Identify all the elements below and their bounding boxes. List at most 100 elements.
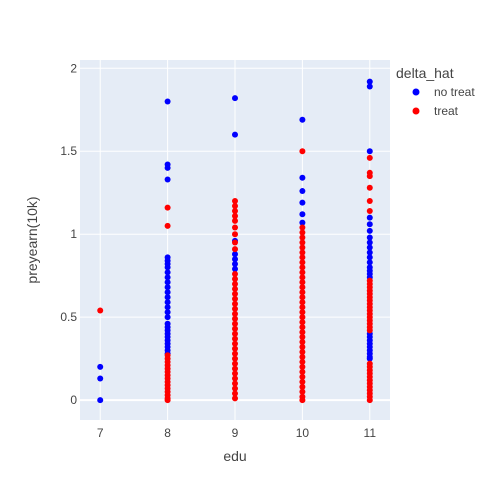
data-point [366,397,373,404]
data-point [97,307,104,314]
data-point [299,234,306,241]
data-point [97,363,104,370]
data-point [232,266,238,273]
data-point [164,274,171,281]
data-point [299,279,306,286]
data-point [366,355,373,362]
data-point [232,295,238,302]
data-point [299,211,306,218]
data-point [232,345,238,352]
data-point [299,339,306,346]
data-point [232,207,238,214]
data-point [299,368,306,375]
data-point [366,244,373,251]
data-point [366,254,373,261]
data-point [299,334,306,341]
data-point [164,304,171,311]
y-tick-label: 1.5 [60,144,77,158]
x-axis-ticks: 7 8 9 10 11 [97,426,376,440]
x-tick-label: 8 [164,426,171,440]
data-point [232,275,238,282]
data-point [299,219,306,226]
data-point [366,227,373,234]
data-point [366,173,373,180]
data-point [366,249,373,256]
data-point [232,390,238,397]
data-point [232,285,238,292]
data-point [299,284,306,291]
data-point [299,353,306,360]
data-point [299,397,306,404]
legend-marker [412,88,420,96]
series-no-treat [97,78,373,404]
data-point [366,207,373,214]
data-point [366,239,373,246]
data-point [164,289,171,296]
data-point [299,383,306,390]
x-axis-title: edu [223,448,246,464]
data-point [164,164,171,171]
data-point [299,373,306,380]
data-point [232,305,238,312]
data-point [299,244,306,251]
data-point [299,358,306,365]
x-tick-label: 10 [296,426,310,440]
data-point [232,360,238,367]
data-point [164,176,171,183]
data-point [164,294,171,301]
legend-label: no treat [434,85,475,99]
data-point [299,199,306,206]
data-point [299,116,306,123]
data-point [164,284,171,291]
legend-marker [412,107,420,115]
data-point [232,198,238,205]
x-tick-label: 9 [232,426,239,440]
data-point [232,224,238,231]
data-point [299,289,306,296]
data-point [366,154,373,161]
data-point [366,327,373,334]
y-tick-label: 0.5 [60,310,77,324]
data-point [299,363,306,370]
data-point [232,231,238,238]
data-point [232,212,238,219]
data-point [232,315,238,322]
data-point [164,279,171,286]
data-point [299,319,306,326]
data-point [232,202,238,209]
data-point [299,329,306,336]
data-point [366,234,373,241]
legend-item[interactable]: no treat [412,85,476,99]
data-point [299,274,306,281]
data-point [164,264,171,271]
legend-title: delta_hat [396,65,454,81]
data-point [232,280,238,287]
data-point [232,335,238,342]
data-point [232,300,238,307]
data-point [366,148,373,155]
legend: delta_hat no treat treat [396,65,475,118]
data-point [164,397,171,404]
data-point [164,299,171,306]
data-point [232,340,238,347]
data-point [299,309,306,316]
data-point [232,261,238,268]
data-point [299,259,306,266]
legend-label: treat [434,104,459,118]
data-point [299,314,306,321]
data-point [232,370,238,377]
data-point [366,184,373,191]
data-point [299,344,306,351]
data-point [299,324,306,331]
data-point [299,378,306,385]
data-point [299,174,306,181]
data-point [97,375,104,382]
legend-item[interactable]: treat [412,104,459,118]
data-point [232,251,238,258]
data-point [299,148,306,155]
data-point [232,350,238,357]
series-treat [97,148,373,404]
data-point [232,385,238,392]
data-point [299,388,306,395]
